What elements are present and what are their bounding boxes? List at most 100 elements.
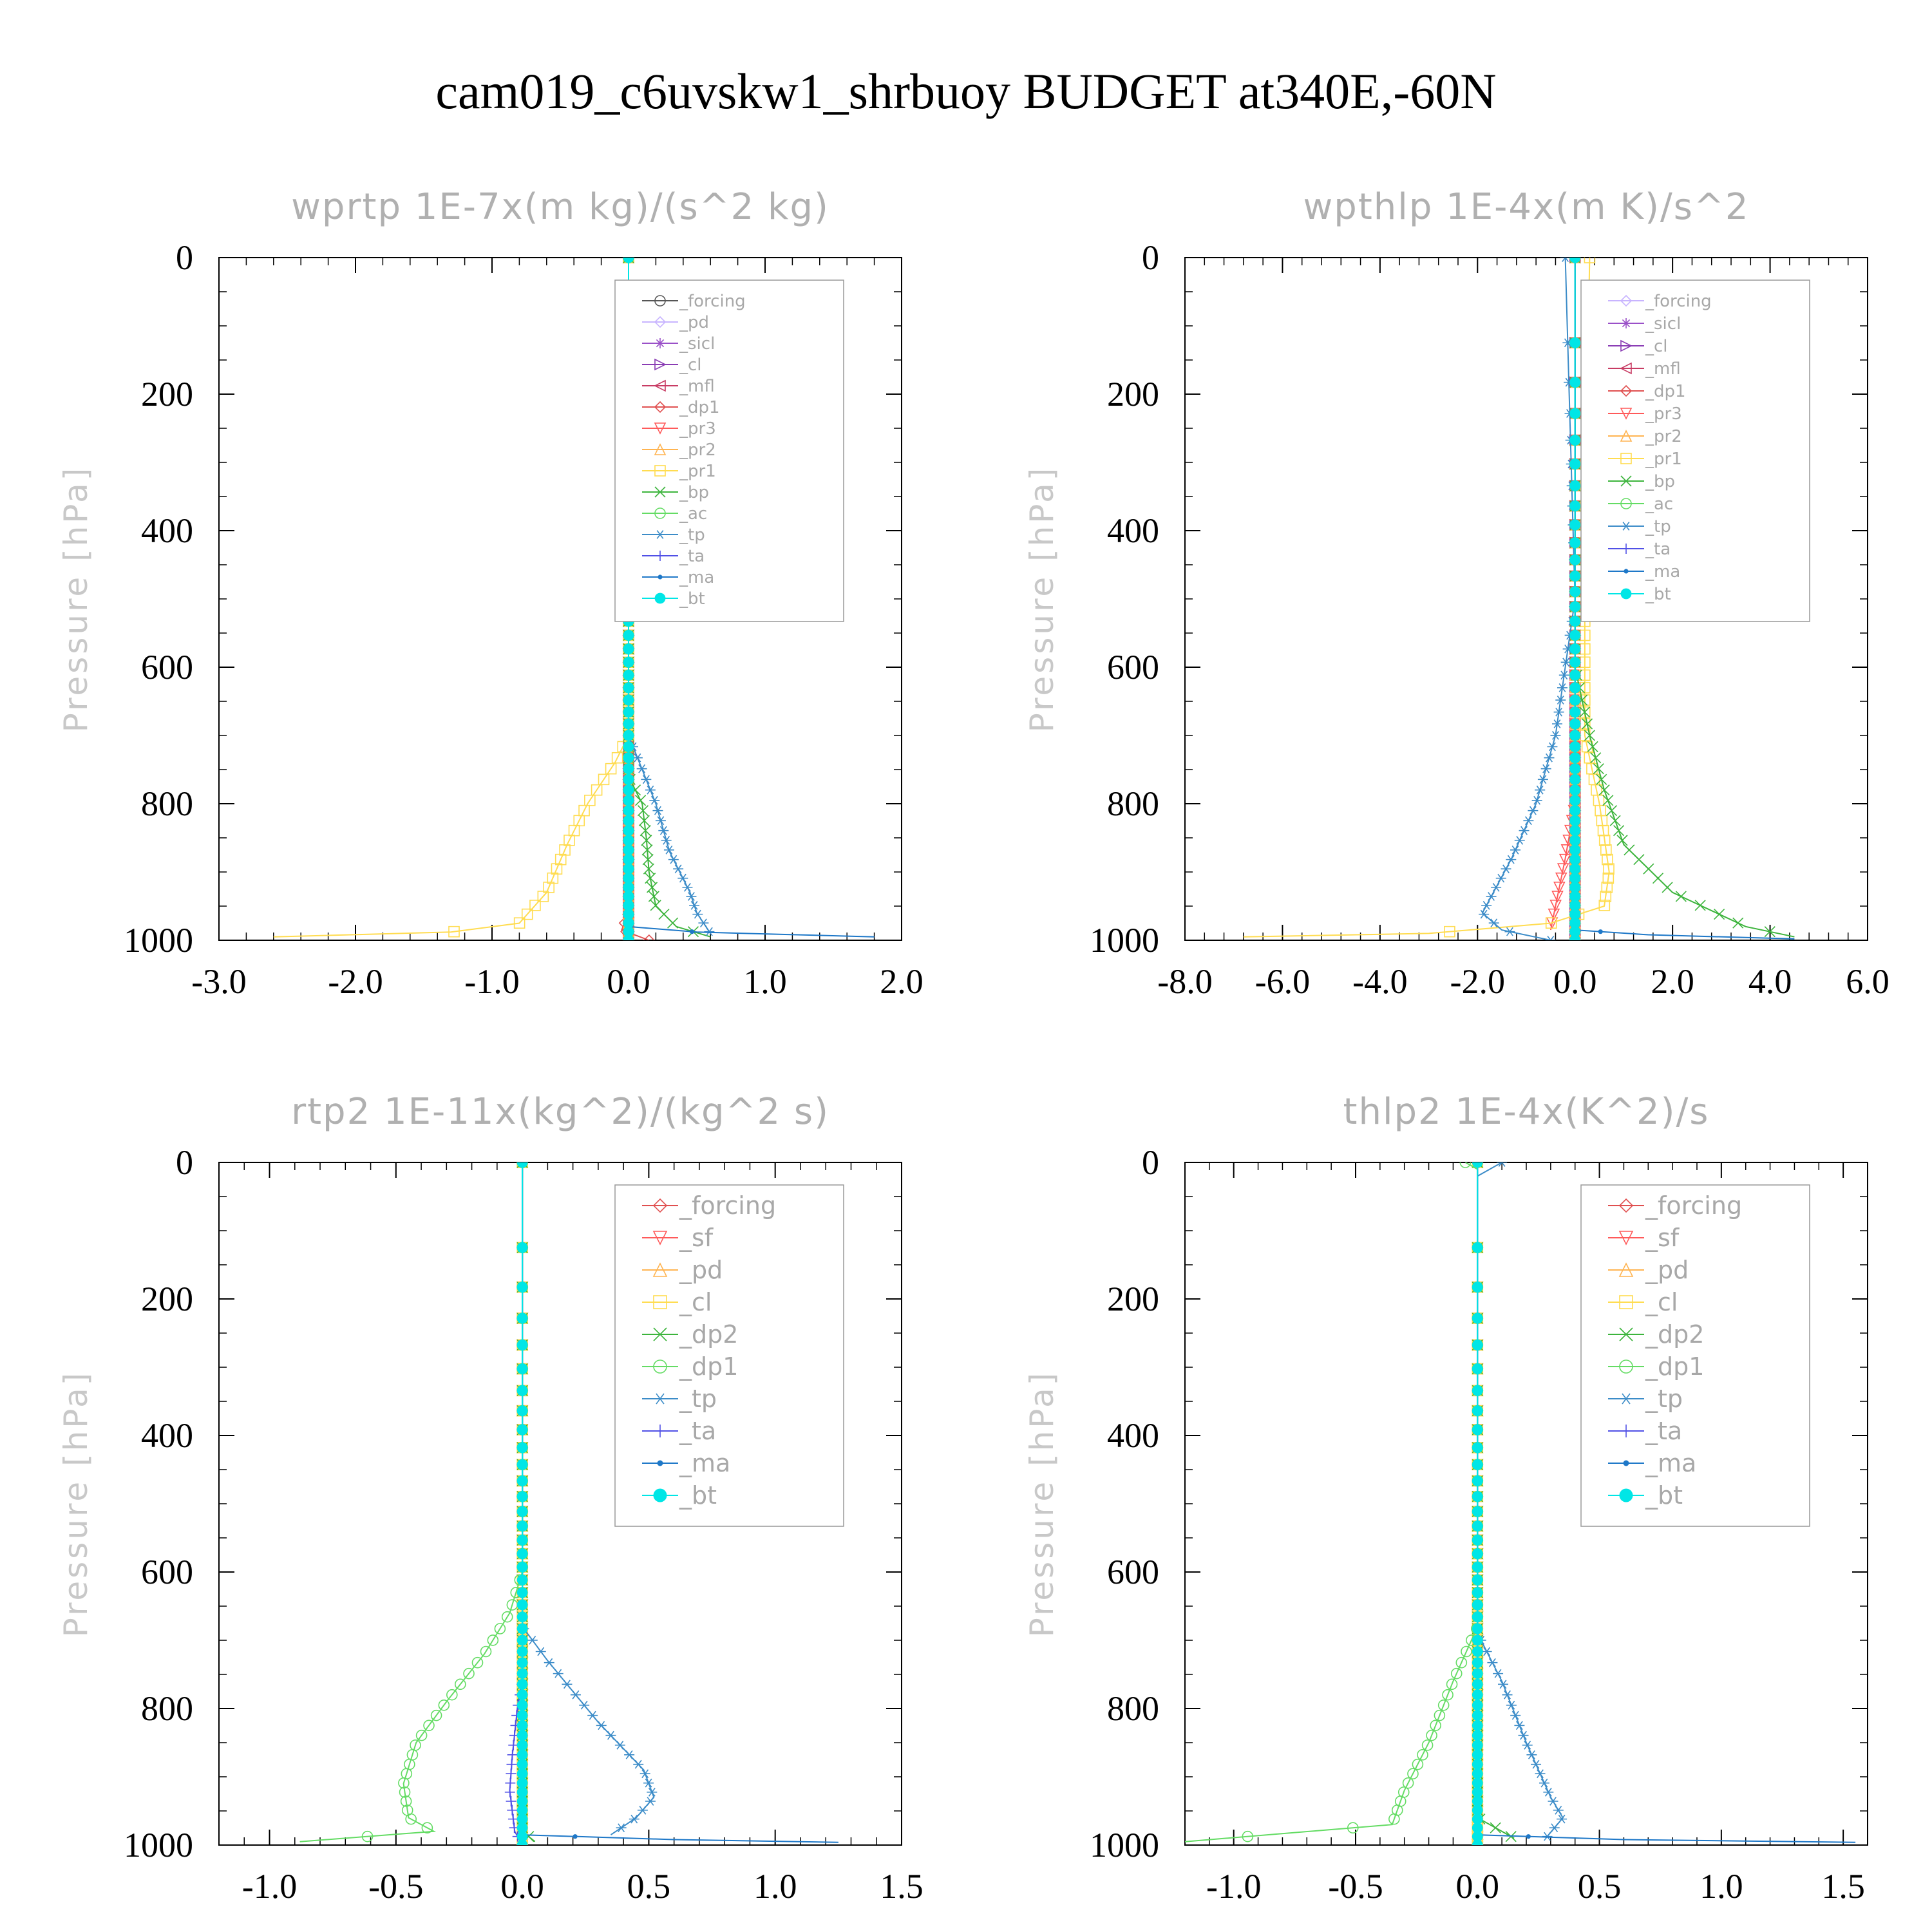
series-marker: [1531, 795, 1542, 805]
series-marker: [1543, 1788, 1554, 1797]
series-marker: [1488, 918, 1499, 928]
series-marker: [1514, 836, 1525, 845]
legend-label: _pr2: [679, 440, 716, 460]
series-marker: [637, 805, 649, 817]
series-marker: [505, 1777, 516, 1788]
figure-title: cam019_c6uvskw1_shrbuoy BUDGET at340E,-6…: [435, 63, 1496, 119]
series-marker: [1590, 752, 1602, 764]
series-marker: [661, 836, 672, 845]
legend-marker: [1620, 362, 1632, 375]
series-marker: [605, 762, 617, 775]
legend: _forcing _sicl _cl _mfl _dp1 _pr3 _pr2 _pr1 _bp _…: [1580, 279, 1810, 622]
series-marker: [1569, 706, 1581, 718]
legend-marker: [654, 379, 666, 392]
series-marker: [623, 643, 634, 655]
series-marker: [677, 873, 688, 883]
series-marker: [1675, 891, 1687, 902]
series-marker: [1549, 900, 1562, 912]
series-marker: [516, 1506, 528, 1517]
series-marker: [1472, 1768, 1483, 1779]
series-marker: [1569, 805, 1581, 817]
series-marker: [516, 1786, 528, 1798]
series-marker: [1472, 1749, 1483, 1761]
series-marker: [1569, 854, 1581, 866]
legend-entry: _dp2: [1608, 1320, 1704, 1349]
legend-marker: [655, 551, 665, 561]
series-marker: [689, 900, 700, 910]
series-marker: [623, 917, 634, 929]
series-marker: [400, 1795, 412, 1807]
series-marker: [1569, 643, 1581, 655]
series-marker: [513, 917, 526, 929]
series-marker: [1557, 863, 1569, 876]
series-marker: [516, 1520, 528, 1532]
y-tick-label: 800: [1107, 784, 1159, 823]
series-marker: [1569, 752, 1581, 764]
legend-marker: [655, 530, 665, 539]
series-marker: [405, 1813, 417, 1825]
y-tick-label: 600: [141, 1553, 193, 1591]
y-tick-label: 800: [141, 1689, 193, 1728]
series-marker: [1472, 1623, 1483, 1634]
series-marker: [521, 908, 533, 920]
legend-entry: _cl: [1608, 1288, 1678, 1316]
series-marker: [1584, 752, 1596, 764]
series-marker: [1442, 1689, 1454, 1701]
legend-label: _ac: [1645, 495, 1673, 514]
series-marker: [516, 1759, 528, 1770]
series-marker: [1600, 844, 1612, 856]
series-marker: [573, 1834, 578, 1839]
legend-entry: _sicl: [642, 334, 715, 354]
series-marker: [1444, 925, 1455, 938]
series-marker: [1555, 696, 1566, 705]
series-marker: [480, 1645, 492, 1658]
series-marker: [1472, 1795, 1483, 1807]
series-marker: [641, 835, 652, 846]
series-marker: [516, 1804, 528, 1816]
series-marker: [1569, 669, 1581, 681]
legend-label: _ma: [679, 1449, 730, 1477]
series-marker: [1472, 1839, 1483, 1845]
legend-entry: _sicl: [1608, 314, 1681, 334]
series-marker: [1472, 1363, 1483, 1374]
series-marker: [623, 706, 634, 718]
legend-label: _dp1: [1645, 1352, 1704, 1381]
series-marker: [1388, 1813, 1400, 1825]
series-marker: [623, 934, 634, 940]
legend: _forcing _pd _sicl_cl _mfl _dp1 _pr3_pr2 _pr1 _…: [614, 279, 844, 622]
x-tick-label: -8.0: [1157, 962, 1212, 1001]
series-marker: [1526, 1750, 1537, 1759]
legend-marker: [654, 295, 666, 307]
series-marker: [645, 873, 656, 884]
legend-marker: [1620, 498, 1632, 509]
series-marker: [1523, 816, 1534, 826]
legend-label: _bt: [1645, 1481, 1683, 1510]
series-marker: [544, 1658, 554, 1667]
legend-marker: [654, 486, 666, 498]
legend-label: _dp2: [1645, 1320, 1704, 1349]
series-marker: [1472, 1561, 1483, 1573]
x-tick-label: -2.0: [328, 962, 383, 1001]
legend-entry: _tp: [1608, 517, 1671, 536]
series-marker: [1472, 1719, 1483, 1731]
series-marker: [623, 718, 634, 730]
legend-label: _sf: [679, 1224, 714, 1252]
legend-marker: [654, 443, 667, 455]
series-marker: [1764, 926, 1776, 938]
series-marker: [506, 1759, 517, 1770]
series-marker: [448, 925, 460, 938]
series-marker: [1519, 826, 1530, 835]
series-marker: [516, 1312, 528, 1324]
series-marker: [1596, 773, 1607, 785]
series-marker: [623, 752, 634, 764]
series-marker: [1633, 854, 1645, 866]
series-marker: [1472, 1678, 1483, 1690]
series-marker: [516, 1634, 528, 1646]
series-marker: [1446, 1678, 1458, 1690]
series-marker: [623, 825, 634, 837]
series-marker: [623, 835, 634, 846]
series-marker: [1472, 1657, 1483, 1669]
x-tick-label: 0.5: [1578, 1867, 1622, 1906]
series-marker: [1472, 1777, 1483, 1789]
